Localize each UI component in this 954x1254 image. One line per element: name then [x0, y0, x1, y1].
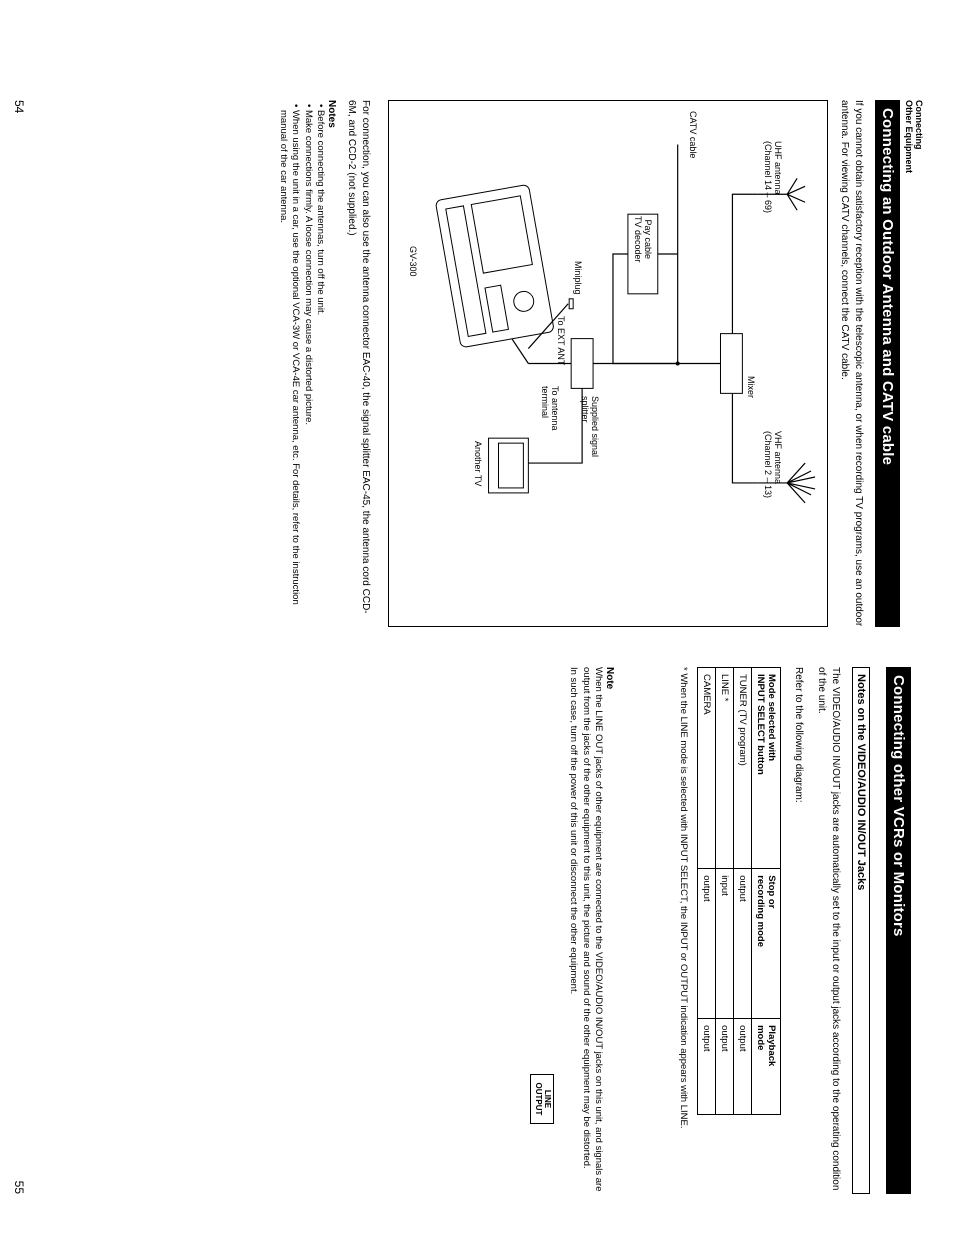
two-column-spread: Connecting Other Equipment Connecting an… — [20, 100, 924, 1194]
label-another-tv: Another TV — [472, 441, 482, 486]
page-title-right: Connecting other VCRs or Monitors — [886, 667, 911, 1194]
page-number-left: 54 — [12, 100, 26, 113]
table-cell: CAMERA — [698, 668, 716, 869]
table-cell: TUNER (TV program) — [734, 668, 752, 869]
label-uhf: UHF antenna (Channel 14 – 69) — [762, 141, 782, 213]
note-item: Before connecting the antennas, turn off… — [314, 110, 326, 627]
label-splitter: Supplied signal splitter — [579, 396, 599, 457]
label-vhf: VHF antenna (Channel 2 – 13) — [762, 431, 782, 498]
breadcrumb: Connecting Other Equipment — [904, 100, 924, 627]
table-row: LINE * input output — [716, 668, 734, 1115]
footnote-connection: For connection, you can also use the ant… — [345, 100, 372, 627]
table-header: Mode selected with INPUT SELECT button — [752, 668, 781, 869]
label-model: GV-300 — [407, 246, 417, 277]
notes-list: Before connecting the antennas, turn off… — [277, 100, 326, 627]
page-number-right: 55 — [12, 1181, 26, 1194]
mode-table: Mode selected with INPUT SELECT button S… — [698, 667, 782, 1115]
table-cell: output — [716, 1019, 734, 1115]
note-item: When using the unit in a car, use the op… — [277, 110, 302, 627]
table-cell: input — [716, 869, 734, 1019]
subheading-box: Notes on the VIDEO/AUDIO IN/OUT Jacks — [852, 667, 870, 1194]
note-item: Make connections firmly. A loose connect… — [301, 110, 313, 627]
table-header: Playback mode — [752, 1019, 781, 1115]
table-header: Stop or recording mode — [752, 869, 781, 1019]
notes-heading: Notes — [326, 100, 337, 627]
table-cell: output — [734, 869, 752, 1019]
connection-diagram: UHF antenna (Channel 14 – 69) VHF antenn… — [388, 100, 828, 627]
label-mixer: Mixer — [745, 376, 755, 398]
intro-text: If you cannot obtain satisfactory recept… — [838, 100, 865, 627]
line-output-indicator: LINE OUTPUT — [530, 1074, 554, 1124]
label-toant: To antenna terminal — [539, 386, 559, 431]
page-title-left: Connecting an Outdoor Antenna and CATV c… — [875, 100, 900, 627]
note-body: When the LINE OUT jacks of other equipme… — [567, 667, 604, 1194]
label-decoder: Pay cable TV decoder — [632, 216, 652, 263]
table-cell: output — [734, 1019, 752, 1115]
left-page: Connecting Other Equipment Connecting an… — [20, 100, 924, 627]
table-cell: output — [698, 869, 716, 1019]
star-footnote: * When the LINE mode is selected with IN… — [677, 667, 689, 1194]
right-page: Connecting other VCRs or Monitors Notes … — [20, 667, 924, 1194]
table-row: CAMERA output output — [698, 668, 716, 1115]
label-catv: CATV cable — [687, 111, 697, 158]
table-cell: LINE * — [716, 668, 734, 869]
table-row: TUNER (TV program) output output — [734, 668, 752, 1115]
label-miniplug: Miniplug — [572, 261, 582, 295]
paragraph-2: Refer to the following diagram: — [792, 667, 806, 1194]
paragraph-1: The VIDEO/AUDIO IN/OUT jacks are automat… — [815, 667, 842, 1194]
note-heading: Note — [604, 667, 615, 1194]
label-toext: To EXT ANT — [555, 316, 565, 365]
table-header-row: Mode selected with INPUT SELECT button S… — [752, 668, 781, 1115]
page-spread: Connecting Other Equipment Connecting an… — [0, 0, 954, 1254]
table-cell: output — [698, 1019, 716, 1115]
